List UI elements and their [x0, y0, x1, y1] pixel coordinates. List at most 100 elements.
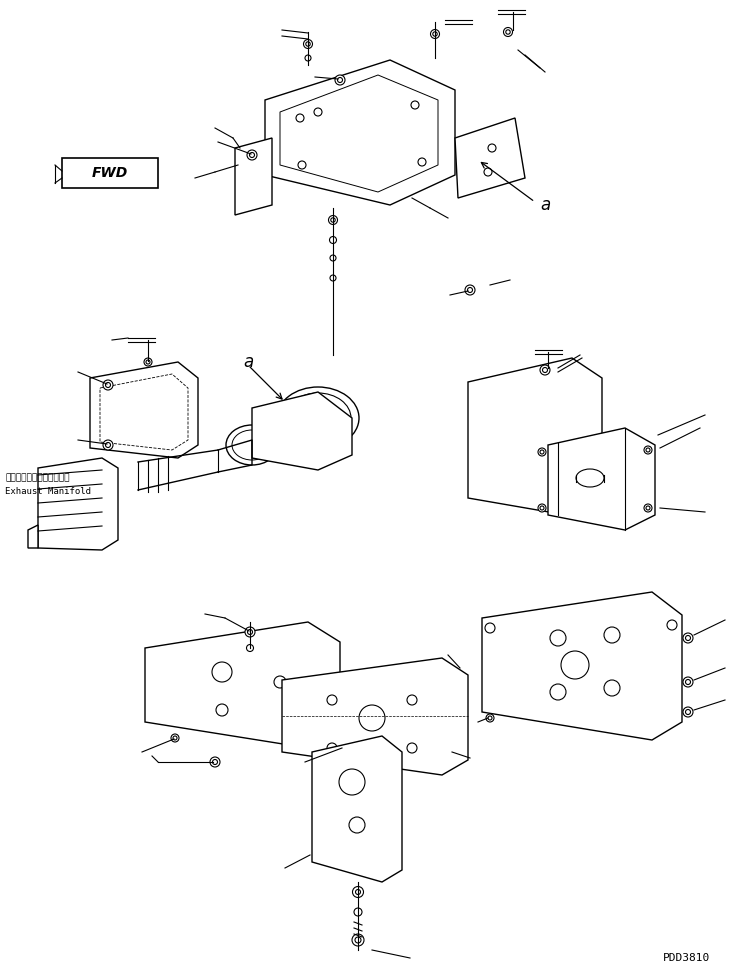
- Ellipse shape: [297, 402, 339, 434]
- Circle shape: [667, 620, 677, 630]
- Circle shape: [103, 380, 113, 390]
- Ellipse shape: [232, 430, 272, 460]
- Circle shape: [173, 736, 177, 740]
- Circle shape: [550, 684, 566, 700]
- Circle shape: [411, 101, 419, 109]
- Circle shape: [540, 506, 544, 510]
- Circle shape: [305, 55, 311, 61]
- Circle shape: [484, 168, 492, 176]
- Circle shape: [540, 450, 544, 454]
- Circle shape: [542, 367, 548, 372]
- Circle shape: [314, 108, 322, 116]
- Circle shape: [465, 285, 475, 295]
- Circle shape: [646, 448, 650, 452]
- Polygon shape: [282, 658, 468, 775]
- Polygon shape: [482, 592, 682, 740]
- Circle shape: [550, 630, 566, 646]
- Circle shape: [540, 365, 550, 375]
- Circle shape: [503, 27, 512, 37]
- Ellipse shape: [277, 387, 359, 449]
- Circle shape: [306, 42, 310, 47]
- Circle shape: [105, 383, 111, 388]
- Text: エキゾーストマニホールド: エキゾーストマニホールド: [5, 473, 69, 482]
- Circle shape: [604, 680, 620, 696]
- Polygon shape: [548, 428, 655, 530]
- Circle shape: [338, 78, 343, 83]
- Circle shape: [330, 255, 336, 261]
- Polygon shape: [28, 525, 38, 548]
- Circle shape: [354, 908, 362, 916]
- Text: a: a: [243, 353, 253, 371]
- Circle shape: [418, 158, 426, 166]
- Circle shape: [245, 627, 255, 637]
- Circle shape: [538, 448, 546, 456]
- Circle shape: [303, 40, 312, 49]
- Circle shape: [644, 446, 652, 454]
- Circle shape: [506, 30, 510, 34]
- Circle shape: [327, 743, 337, 753]
- Circle shape: [216, 704, 228, 716]
- Circle shape: [686, 710, 690, 714]
- Circle shape: [604, 627, 620, 643]
- Circle shape: [296, 114, 304, 122]
- Circle shape: [430, 29, 439, 39]
- Ellipse shape: [285, 393, 351, 443]
- Polygon shape: [252, 392, 352, 470]
- Circle shape: [210, 757, 220, 767]
- Circle shape: [329, 216, 338, 225]
- Circle shape: [103, 440, 113, 450]
- Polygon shape: [100, 374, 188, 450]
- Circle shape: [212, 759, 217, 765]
- Circle shape: [359, 705, 385, 731]
- Polygon shape: [280, 75, 438, 192]
- Circle shape: [330, 275, 336, 281]
- Circle shape: [686, 679, 690, 684]
- Circle shape: [329, 236, 336, 244]
- Circle shape: [335, 75, 345, 85]
- Polygon shape: [468, 358, 602, 516]
- Circle shape: [212, 662, 232, 682]
- Polygon shape: [455, 118, 525, 198]
- Circle shape: [407, 695, 417, 705]
- Polygon shape: [312, 736, 402, 882]
- Circle shape: [349, 817, 365, 833]
- Ellipse shape: [576, 469, 604, 487]
- Circle shape: [105, 442, 111, 447]
- Circle shape: [683, 677, 693, 687]
- Polygon shape: [235, 138, 272, 215]
- Circle shape: [146, 360, 150, 364]
- Text: a: a: [540, 196, 551, 214]
- Circle shape: [646, 506, 650, 510]
- Circle shape: [274, 676, 286, 688]
- Circle shape: [686, 636, 690, 641]
- Circle shape: [247, 644, 253, 651]
- Circle shape: [339, 769, 365, 795]
- Text: FWD: FWD: [92, 166, 128, 180]
- Circle shape: [249, 153, 255, 157]
- Ellipse shape: [226, 425, 278, 465]
- Circle shape: [488, 144, 496, 152]
- Circle shape: [352, 934, 364, 946]
- Polygon shape: [265, 60, 455, 205]
- Circle shape: [298, 161, 306, 169]
- Polygon shape: [90, 362, 198, 458]
- Circle shape: [407, 743, 417, 753]
- Circle shape: [331, 218, 335, 223]
- Circle shape: [355, 937, 361, 943]
- Circle shape: [468, 288, 473, 293]
- Circle shape: [353, 886, 364, 897]
- Text: PDD3810: PDD3810: [663, 953, 710, 963]
- Circle shape: [561, 651, 589, 679]
- Circle shape: [486, 714, 494, 722]
- Circle shape: [488, 716, 492, 720]
- Text: Exhaust Manifold: Exhaust Manifold: [5, 488, 91, 497]
- Circle shape: [538, 504, 546, 512]
- Polygon shape: [62, 158, 158, 188]
- Circle shape: [644, 504, 652, 512]
- Circle shape: [433, 32, 437, 36]
- Circle shape: [247, 630, 252, 635]
- Circle shape: [485, 623, 495, 633]
- Circle shape: [327, 695, 337, 705]
- Polygon shape: [38, 458, 118, 550]
- Circle shape: [144, 358, 152, 366]
